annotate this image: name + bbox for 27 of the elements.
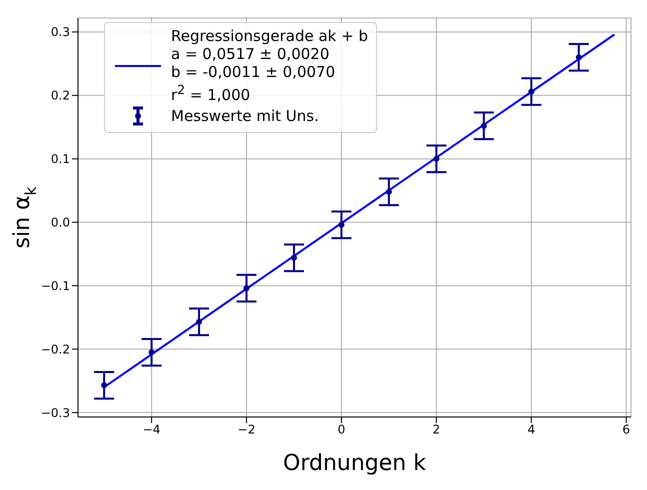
legend-label: Messwerte mit Uns. bbox=[171, 107, 319, 125]
point bbox=[101, 382, 108, 388]
point bbox=[433, 156, 440, 162]
point bbox=[244, 285, 250, 292]
point bbox=[196, 318, 202, 325]
x-tick-label: 6 bbox=[622, 422, 630, 437]
x-axis-title: Ordnungen k bbox=[283, 451, 426, 476]
point bbox=[290, 254, 297, 261]
x-tick-label: 4 bbox=[527, 422, 536, 437]
point bbox=[148, 349, 155, 356]
point bbox=[528, 88, 534, 95]
y-tick-label: 0.3 bbox=[50, 25, 70, 40]
y-tick-label: −0.3 bbox=[40, 406, 70, 420]
y-tick-label: −0.2 bbox=[40, 342, 70, 356]
y-tick-label: 0.0 bbox=[50, 216, 70, 230]
point bbox=[386, 188, 392, 195]
x-tick-label: 0 bbox=[338, 422, 346, 437]
point bbox=[338, 222, 344, 228]
x-tick-label: −2 bbox=[238, 422, 256, 437]
point bbox=[576, 54, 582, 60]
point bbox=[480, 122, 487, 129]
x-tick-label: 2 bbox=[432, 422, 440, 437]
y-tick-label: 0.1 bbox=[50, 152, 70, 166]
y-tick-label: −0.1 bbox=[40, 278, 70, 293]
x-tick-label: −4 bbox=[142, 422, 160, 437]
y-tick-label: 0.2 bbox=[50, 88, 70, 103]
legend-label: Regressionsgerade ak + b a = 0,0517 ± 0,0020 b = -0,0011 ± 0,0070 r$^{2}$ = 1,000 bbox=[171, 27, 368, 104]
